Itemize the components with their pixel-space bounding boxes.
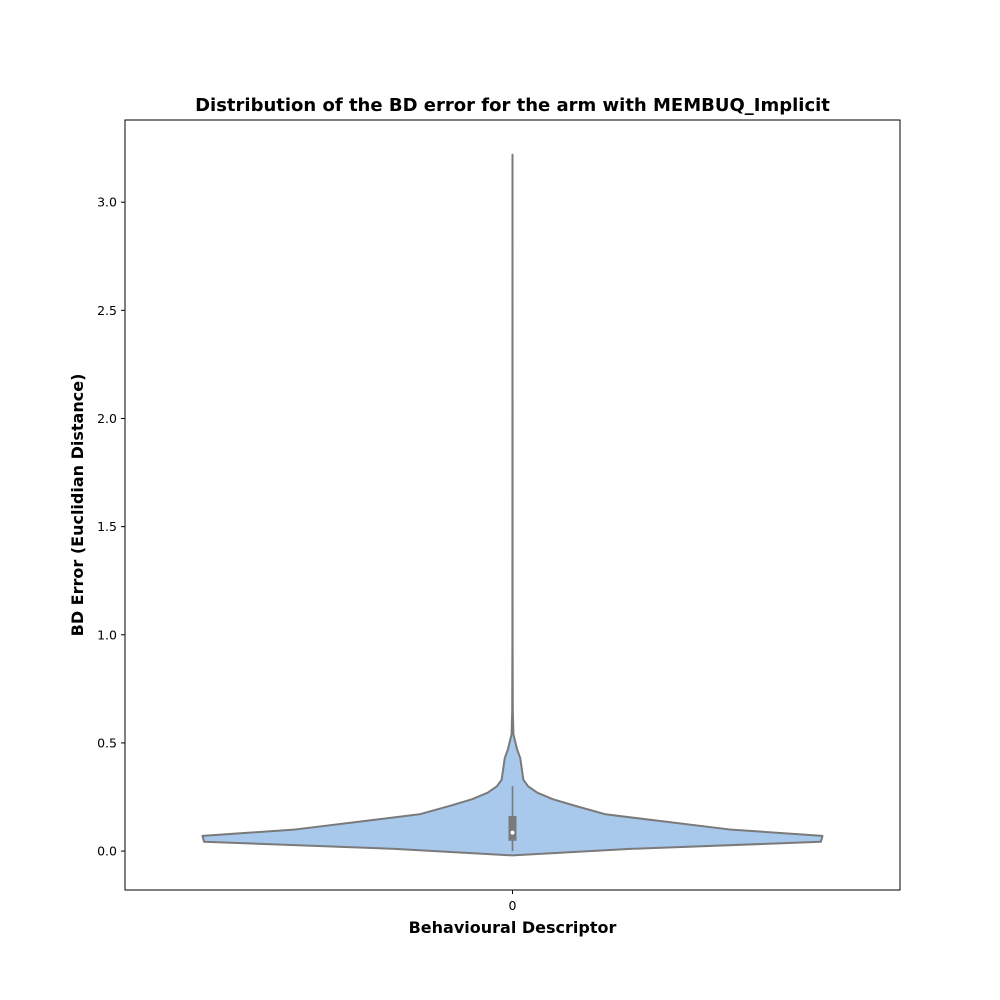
y-tick-label: 1.0: [97, 627, 117, 642]
x-axis: 0: [509, 890, 517, 913]
box-median: [510, 830, 515, 835]
x-axis-label: Behavioural Descriptor: [409, 918, 617, 937]
y-tick-label: 1.5: [97, 519, 117, 534]
box-iqr: [508, 815, 517, 841]
y-tick-label: 2.0: [97, 411, 117, 426]
y-axis-label: BD Error (Euclidian Distance): [68, 374, 87, 637]
x-tick-label: 0: [509, 898, 517, 913]
y-tick-label: 2.5: [97, 303, 117, 318]
violin-body: [201, 153, 824, 857]
y-axis: 0.0 0.5 1.0 1.5 2.0 2.5 3.0: [97, 195, 125, 859]
y-tick-label: 0.0: [97, 844, 117, 859]
y-tick-label: 0.5: [97, 735, 117, 750]
chart-title: Distribution of the BD error for the arm…: [195, 95, 830, 116]
violin-layer: [201, 153, 824, 857]
y-tick-label: 3.0: [97, 195, 117, 210]
